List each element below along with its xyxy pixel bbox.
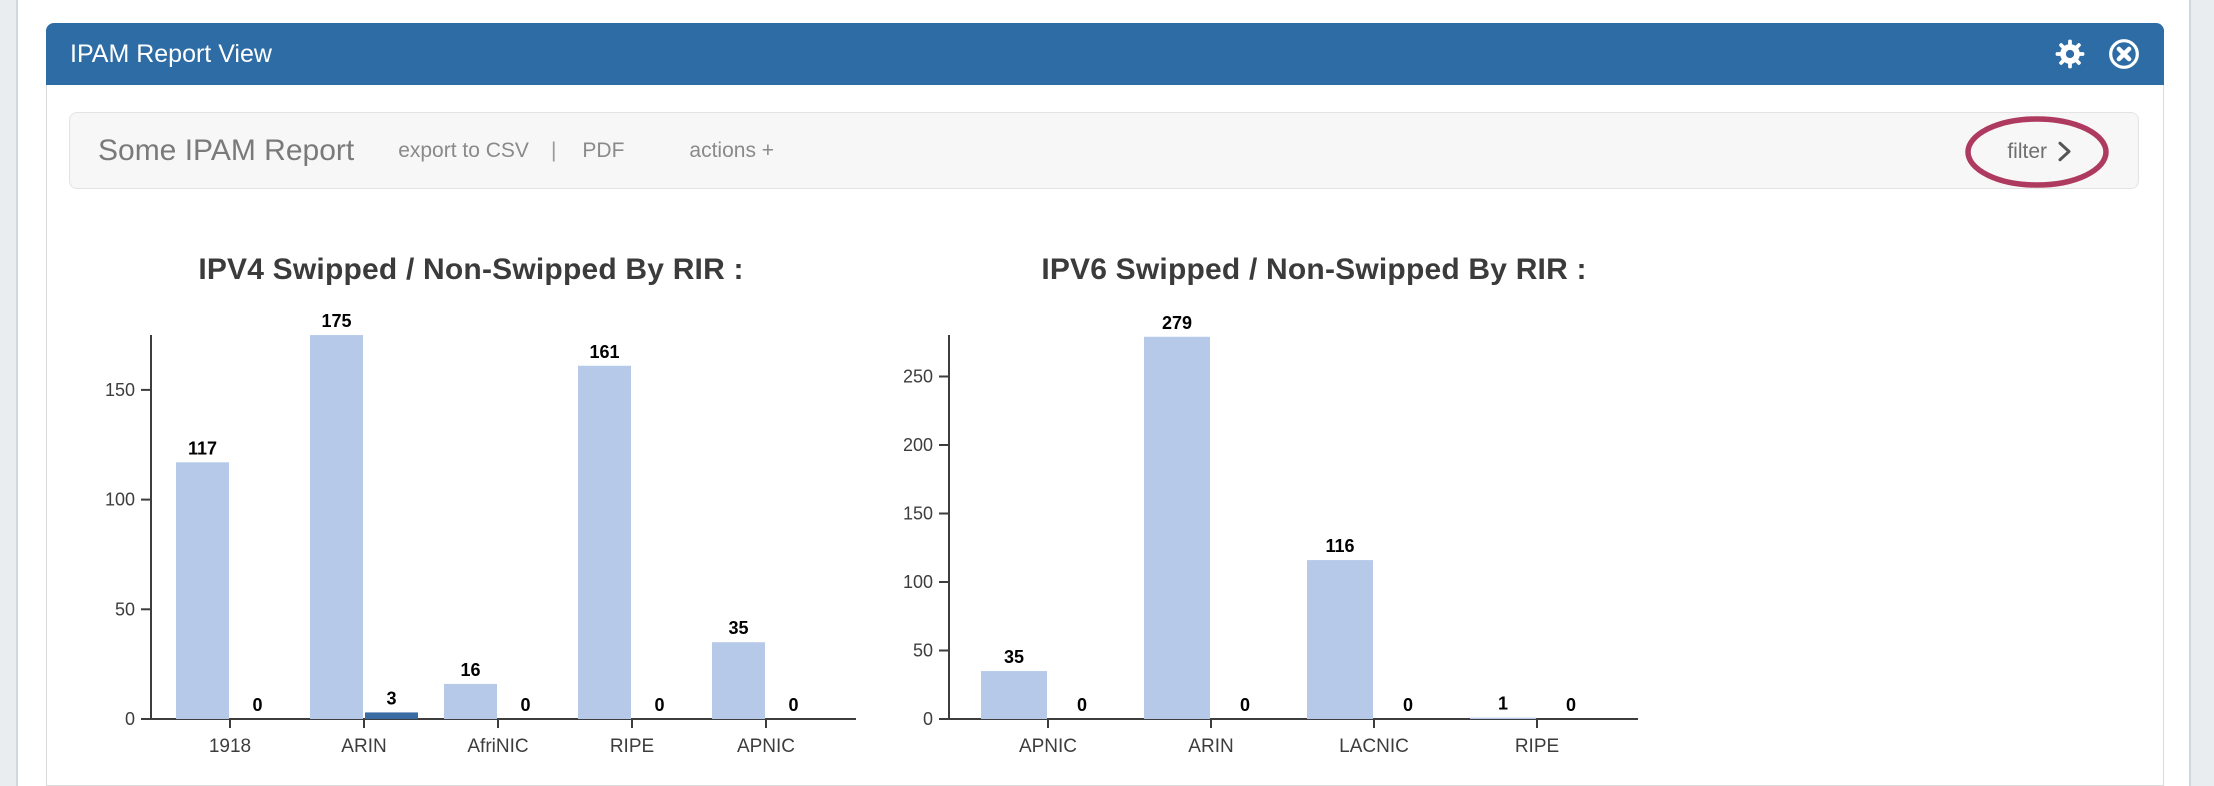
bar-swipped-APNIC xyxy=(981,671,1047,719)
x-category-label: LACNIC xyxy=(1339,736,1409,757)
ipam-report-panel: IPAM Report View xyxy=(46,23,2164,786)
bar-value-label: 279 xyxy=(1162,313,1192,333)
svg-text:250: 250 xyxy=(904,367,933,387)
report-title: Some IPAM Report xyxy=(98,133,355,167)
x-category-label: RIPE xyxy=(610,736,654,757)
toolbar-separator: | xyxy=(550,138,557,162)
ipv4-swipped-chart: IPV4 Swipped / Non-Swipped By RIR : 0 50 1… xyxy=(61,240,881,760)
x-category-label: ARIN xyxy=(341,736,386,757)
bar-value-label: 0 xyxy=(252,695,262,715)
y-axis xyxy=(141,335,152,720)
bar-value-label: 0 xyxy=(1403,695,1413,715)
panel-header-icons xyxy=(2054,23,2140,85)
bar-value-label: 16 xyxy=(460,660,480,680)
svg-text:100: 100 xyxy=(105,490,135,510)
bar-non-swipped-ARIN xyxy=(365,712,418,719)
bar-swipped-ARIN xyxy=(1144,336,1210,719)
bar-value-label: 0 xyxy=(788,695,798,715)
bar-swipped-ARIN xyxy=(310,335,363,719)
svg-text:200: 200 xyxy=(904,435,933,455)
filter-label: filter xyxy=(2007,139,2047,163)
chevron-right-icon xyxy=(2057,141,2072,162)
chart-canvas: 0 50 100 150 200 250 APNIC 35 0 ARIN 279 0 LACNIC 116… xyxy=(903,240,1724,760)
bar-value-label: 117 xyxy=(188,438,217,458)
y-tick-labels: 0 50 100 150 xyxy=(105,380,135,729)
bar-value-label: 175 xyxy=(321,311,351,331)
panel-header: IPAM Report View xyxy=(46,23,2164,85)
bar-value-label: 0 xyxy=(654,695,664,715)
actions-menu-link[interactable]: actions + xyxy=(689,138,775,162)
y-axis xyxy=(939,335,950,720)
bar-swipped-RIPE xyxy=(578,365,631,719)
x-category-label: 1918 xyxy=(209,736,251,757)
svg-text:100: 100 xyxy=(904,572,933,592)
bar-value-label: 0 xyxy=(1566,695,1576,715)
bar-value-label: 116 xyxy=(1325,536,1354,556)
bar-swipped-RIPE xyxy=(1470,717,1536,719)
svg-text:0: 0 xyxy=(125,709,135,729)
bar-value-label: 0 xyxy=(520,695,530,715)
report-toolbar: Some IPAM Report export to CSV | PDF act… xyxy=(69,112,2139,189)
chart-title: IPV6 Swipped / Non-Swipped By RIR : xyxy=(1041,253,1587,286)
x-category-label: APNIC xyxy=(737,736,795,757)
bar-swipped-LACNIC xyxy=(1307,560,1373,719)
bar-swipped-APNIC xyxy=(712,642,765,719)
bar-value-label: 35 xyxy=(728,618,748,638)
bar-value-label: 3 xyxy=(386,688,396,708)
x-category-label: AfriNIC xyxy=(467,736,528,757)
bar-value-label: 161 xyxy=(589,342,619,362)
chart-canvas: 0 50 100 150 1918 117 0 ARIN 175 3 AfriNIC 16 0 RIPE 1… xyxy=(61,240,881,760)
page-right-gutter xyxy=(2189,0,2214,786)
svg-text:0: 0 xyxy=(923,709,933,729)
svg-text:150: 150 xyxy=(105,380,135,400)
bar-value-label: 0 xyxy=(1077,695,1087,715)
y-tick-labels: 0 50 100 150 200 250 xyxy=(903,367,933,730)
ipv6-swipped-chart: IPV6 Swipped / Non-Swipped By RIR : 0 50 1… xyxy=(903,240,1724,760)
page-left-gutter xyxy=(0,0,18,786)
export-csv-link[interactable]: export to CSV xyxy=(398,138,529,162)
x-category-label: ARIN xyxy=(1188,736,1233,757)
bar-value-label: 0 xyxy=(1240,695,1250,715)
export-pdf-link[interactable]: PDF xyxy=(582,138,625,162)
filter-toggle-link[interactable]: filter xyxy=(2007,113,2072,190)
bar-swipped-AfriNIC xyxy=(444,683,497,719)
svg-text:50: 50 xyxy=(115,599,135,619)
x-category-label: RIPE xyxy=(1515,736,1559,757)
bar-value-label: 35 xyxy=(1004,647,1024,667)
settings-gear-icon[interactable] xyxy=(2054,38,2086,70)
svg-text:150: 150 xyxy=(904,504,933,524)
chart-title: IPV4 Swipped / Non-Swipped By RIR : xyxy=(198,253,744,286)
bar-value-label: 1 xyxy=(1498,694,1508,714)
x-category-label: APNIC xyxy=(1019,736,1077,757)
bar-swipped-1918 xyxy=(176,462,229,719)
close-circle-x-icon[interactable] xyxy=(2108,38,2140,70)
svg-text:50: 50 xyxy=(913,641,933,661)
panel-title: IPAM Report View xyxy=(70,39,272,68)
